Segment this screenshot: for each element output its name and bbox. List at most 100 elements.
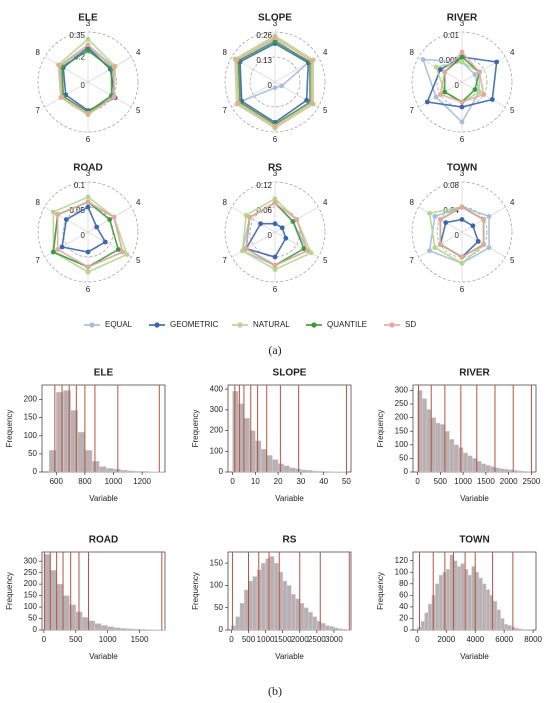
y-tick-label: 150 [210,558,224,567]
point [481,242,487,247]
bar [438,574,443,631]
y-tick-label: 0 [455,81,460,90]
y-axis-label: Frequency [5,410,14,448]
y-tick-label: 80 [399,579,408,588]
bar [500,618,505,631]
bar [286,585,292,631]
chart-title: TOWN [459,535,489,546]
point [459,59,465,65]
bar [84,450,93,473]
y-axis-label: Frequency [5,572,14,610]
axis-label: 7 [410,106,415,115]
x-tick-label: 2000 [437,635,455,644]
point [272,267,278,272]
point [111,64,117,70]
axis-label: 3 [86,19,91,28]
y-tick-label: 0.12 [256,181,272,190]
bar [482,583,487,631]
point [432,245,438,251]
x-tick-label: 20 [274,477,283,486]
bar [106,468,114,473]
bar [435,583,440,631]
x-tick-label: 0 [229,635,234,644]
bar [517,470,523,473]
chart-title: ELE [78,13,98,24]
y-tick-label: 0 [268,231,273,240]
point [272,262,278,268]
bar [282,580,288,631]
y-tick-label: 300 [210,405,224,414]
point [85,204,91,210]
bar [308,611,313,631]
bar [490,466,496,473]
bar [522,629,527,631]
bar [320,623,326,631]
x-tick-label: 500 [434,477,448,486]
bar [141,471,150,473]
y-tick-label: 200 [24,395,38,404]
bar [306,470,313,473]
x-tick-label: 1200 [133,477,151,486]
axis-label: 6 [86,285,91,294]
bar [243,417,250,473]
bar [503,624,508,631]
bar [134,471,143,473]
point [437,92,443,97]
y-tick-label: 50 [28,449,37,458]
point [476,89,482,95]
y-tick-label: 0 [219,625,224,634]
y-tick-label: 0.1 [74,181,86,190]
bar [88,620,96,631]
point [234,57,240,63]
point [459,49,465,55]
x-tick-label: 0 [415,477,420,486]
bar [478,577,483,631]
y-tick-label: 0 [404,467,409,476]
bar [255,440,262,473]
x-tick-label: 1500 [274,635,292,644]
point [432,213,438,219]
point [475,238,481,244]
legend-marker [89,322,95,328]
point [279,83,285,89]
bar [462,452,468,473]
chart-title: TOWN [447,163,477,174]
legend-label: QUANTILE [327,320,367,329]
x-tick-label: 3000 [325,635,343,644]
bar [337,628,343,631]
legend-label: NATURAL [253,320,290,329]
y-tick-label: 50 [214,603,223,612]
bar [485,589,490,631]
bar [244,589,249,631]
point [272,200,278,206]
series-line [241,197,313,271]
bar [507,625,512,631]
bar [514,628,519,631]
bar [139,629,147,631]
bar [291,594,296,631]
axis-label: 4 [510,198,515,207]
point [258,221,263,227]
bar [342,628,347,631]
y-tick-label: 200 [24,579,38,588]
spoke [44,231,89,258]
bar [481,463,487,473]
bar [446,569,451,631]
axis-label: 6 [86,135,91,144]
point [111,214,117,220]
point [235,100,241,106]
axis-label: 3 [460,169,465,178]
bar [325,625,330,631]
axis-label: 6 [273,285,278,294]
bar [475,572,480,631]
x-tick-label: 1500 [477,477,495,486]
x-axis-label: Variable [275,494,304,503]
point [476,69,482,75]
axis-label: 3 [86,169,91,178]
y-tick-label: 0 [219,467,224,476]
point [442,89,448,95]
bar [127,470,136,473]
point [420,57,426,62]
y-tick-label: 0 [81,81,86,90]
